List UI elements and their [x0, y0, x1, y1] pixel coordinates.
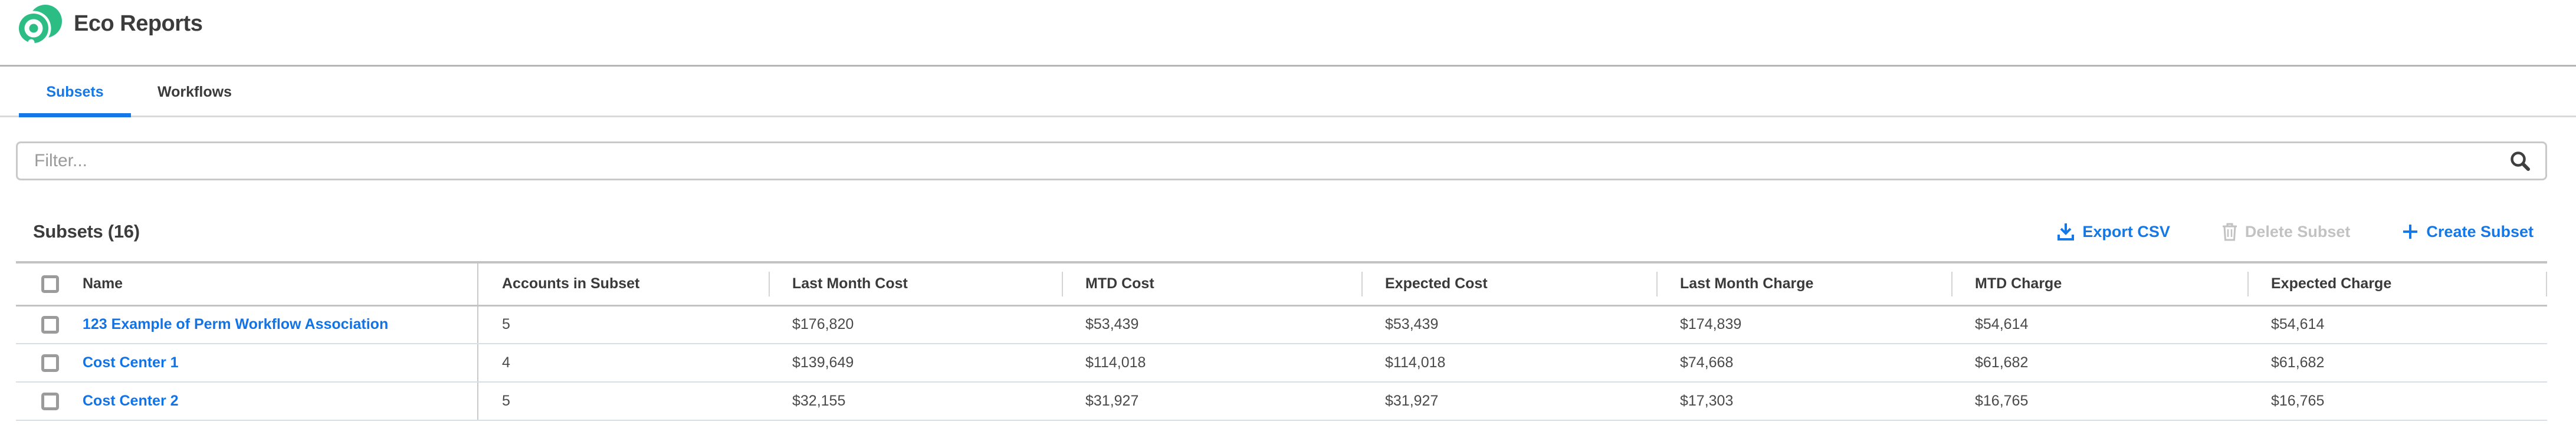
eco-reports-logo-icon — [16, 5, 62, 43]
subset-name-link[interactable]: 123 Example of Perm Workflow Association — [83, 316, 389, 333]
table-header-row: Name Accounts in Subset Last Month Cost … — [16, 262, 2547, 307]
export-csv-label: Export CSV — [2082, 222, 2170, 240]
row-checkbox[interactable] — [41, 392, 59, 410]
export-csv-button[interactable]: Export CSV — [2057, 222, 2170, 241]
cell-expected-cost: $53,439 — [1361, 305, 1656, 344]
column-header-expected-charge[interactable]: Expected Charge — [2247, 262, 2547, 307]
subsets-table: Name Accounts in Subset Last Month Cost … — [16, 261, 2547, 421]
plus-icon — [2403, 225, 2418, 239]
cell-mtd-cost: $114,018 — [1062, 344, 1361, 383]
column-header-last-month-cost[interactable]: Last Month Cost — [769, 262, 1062, 307]
cell-last-month-cost: $32,155 — [769, 382, 1062, 421]
cell-accounts-in-subset: 4 — [478, 344, 769, 383]
cell-expected-cost: $114,018 — [1361, 344, 1656, 383]
cell-last-month-cost: $176,820 — [769, 305, 1062, 344]
tabbar: Subsets Workflows — [0, 68, 2576, 117]
cell-mtd-charge: $16,765 — [1951, 382, 2247, 421]
subsets-table-container: Name Accounts in Subset Last Month Cost … — [16, 261, 2547, 421]
subset-name-link[interactable]: Cost Center 2 — [83, 393, 179, 409]
table-row: Cost Center 1 4 $139,649 $114,018 $114,0… — [16, 344, 2547, 383]
cell-expected-cost: $31,927 — [1361, 382, 1656, 421]
create-subset-button[interactable]: Create Subset — [2402, 223, 2534, 241]
tab-subsets[interactable]: Subsets — [19, 68, 131, 117]
cell-accounts-in-subset: 5 — [478, 305, 769, 344]
trash-icon — [2222, 223, 2237, 240]
cell-expected-charge: $61,682 — [2247, 344, 2547, 383]
table-row: 123 Example of Perm Workflow Association… — [16, 305, 2547, 344]
cell-mtd-cost: $31,927 — [1062, 382, 1361, 421]
delete-subset-label: Delete Subset — [2244, 222, 2351, 240]
row-check-cell — [16, 344, 77, 383]
row-check-cell — [16, 382, 77, 421]
tab-subsets-label: Subsets — [46, 83, 104, 100]
delete-subset-button[interactable]: Delete Subset — [2222, 222, 2351, 241]
cell-accounts-in-subset: 5 — [478, 382, 769, 421]
download-icon — [2057, 223, 2075, 240]
table-row: Cost Center 2 5 $32,155 $31,927 $31,927 … — [16, 382, 2547, 421]
column-header-last-month-charge[interactable]: Last Month Charge — [1656, 262, 1951, 307]
search-icon — [2511, 151, 2530, 171]
column-header-mtd-cost[interactable]: MTD Cost — [1062, 262, 1361, 307]
page-title: Eco Reports — [74, 11, 203, 36]
select-all-cell — [16, 262, 77, 307]
cell-expected-charge: $16,765 — [2247, 382, 2547, 421]
cell-mtd-cost: $53,439 — [1062, 305, 1361, 344]
column-header-accounts-in-subset[interactable]: Accounts in Subset — [478, 262, 769, 307]
column-header-mtd-charge[interactable]: MTD Charge — [1951, 262, 2247, 307]
cell-last-month-cost: $139,649 — [769, 344, 1062, 383]
cell-last-month-charge: $74,668 — [1656, 344, 1951, 383]
tab-workflows[interactable]: Workflows — [131, 68, 258, 116]
select-all-checkbox[interactable] — [41, 275, 59, 293]
filter-bar — [16, 141, 2547, 180]
tab-workflows-label: Workflows — [157, 83, 232, 100]
row-checkbox[interactable] — [41, 315, 59, 334]
cell-last-month-charge: $174,839 — [1656, 305, 1951, 344]
action-buttons: Export CSV Delete Subset Create Subset — [2057, 222, 2534, 241]
row-check-cell — [16, 305, 77, 344]
column-header-name[interactable]: Name — [77, 262, 478, 307]
cell-expected-charge: $54,614 — [2247, 305, 2547, 344]
cell-mtd-charge: $54,614 — [1951, 305, 2247, 344]
section-title: Subsets (16) — [33, 221, 140, 242]
column-header-expected-cost[interactable]: Expected Cost — [1361, 262, 1656, 307]
app-header: Eco Reports — [0, 0, 2576, 67]
subset-name-link[interactable]: Cost Center 1 — [83, 354, 179, 371]
filter-input[interactable] — [16, 141, 2547, 180]
list-header: Subsets (16) Export CSV Delete Subset — [0, 218, 2576, 246]
cell-last-month-charge: $17,303 — [1656, 382, 1951, 421]
active-tab-indicator — [19, 113, 131, 117]
create-subset-label: Create Subset — [2426, 222, 2534, 240]
row-checkbox[interactable] — [41, 354, 59, 372]
cell-mtd-charge: $61,682 — [1951, 344, 2247, 383]
